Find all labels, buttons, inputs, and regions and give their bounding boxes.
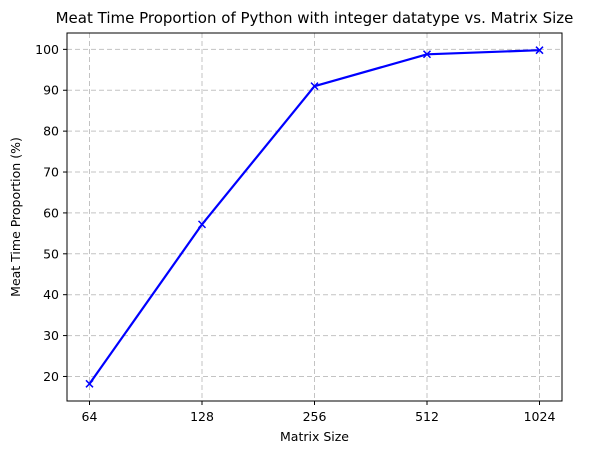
data-point-marker <box>310 82 319 91</box>
x-tick-label: 256 <box>303 409 327 424</box>
data-point-marker <box>535 46 544 55</box>
chart-title: Meat Time Proportion of Python with inte… <box>56 9 574 27</box>
x-tick-label: 512 <box>415 409 439 424</box>
y-tick-label: 100 <box>35 42 59 57</box>
y-tick-label: 70 <box>43 165 59 180</box>
y-tick-label: 20 <box>43 369 59 384</box>
y-tick-label: 90 <box>43 83 59 98</box>
x-tick-label: 1024 <box>524 409 556 424</box>
x-tick-label: 64 <box>82 409 98 424</box>
y-tick-label: 60 <box>43 205 59 220</box>
y-tick-label: 80 <box>43 124 59 139</box>
x-axis-title: Matrix Size <box>280 429 349 444</box>
x-tick-label: 128 <box>190 409 214 424</box>
grid-lines <box>67 33 562 401</box>
y-tick-label: 40 <box>43 287 59 302</box>
axis-ticks: 64 128 256 512 1024 20 30 40 50 60 70 80 90 100 <box>35 42 555 424</box>
y-tick-label: 30 <box>43 328 59 343</box>
data-point-marker <box>85 379 94 388</box>
y-axis-title: Meat Time Proportion (%) <box>8 137 23 297</box>
plot-area-frame <box>66 32 563 402</box>
data-point-marker <box>197 220 207 229</box>
y-tick-label: 50 <box>43 246 59 261</box>
data-point-marker <box>422 50 432 59</box>
series-layer <box>85 46 544 388</box>
